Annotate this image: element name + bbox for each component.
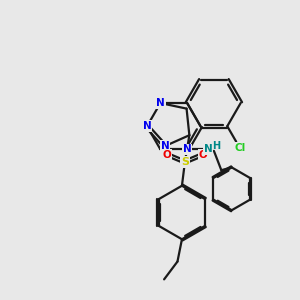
Text: N: N	[183, 144, 191, 154]
Text: N: N	[143, 121, 152, 131]
Text: N: N	[160, 141, 169, 151]
Text: S: S	[181, 157, 189, 167]
Text: N: N	[204, 144, 212, 154]
Text: O: O	[163, 149, 171, 160]
Text: O: O	[198, 149, 207, 160]
Text: H: H	[212, 141, 220, 152]
Text: Cl: Cl	[234, 143, 245, 153]
Text: N: N	[156, 98, 165, 108]
